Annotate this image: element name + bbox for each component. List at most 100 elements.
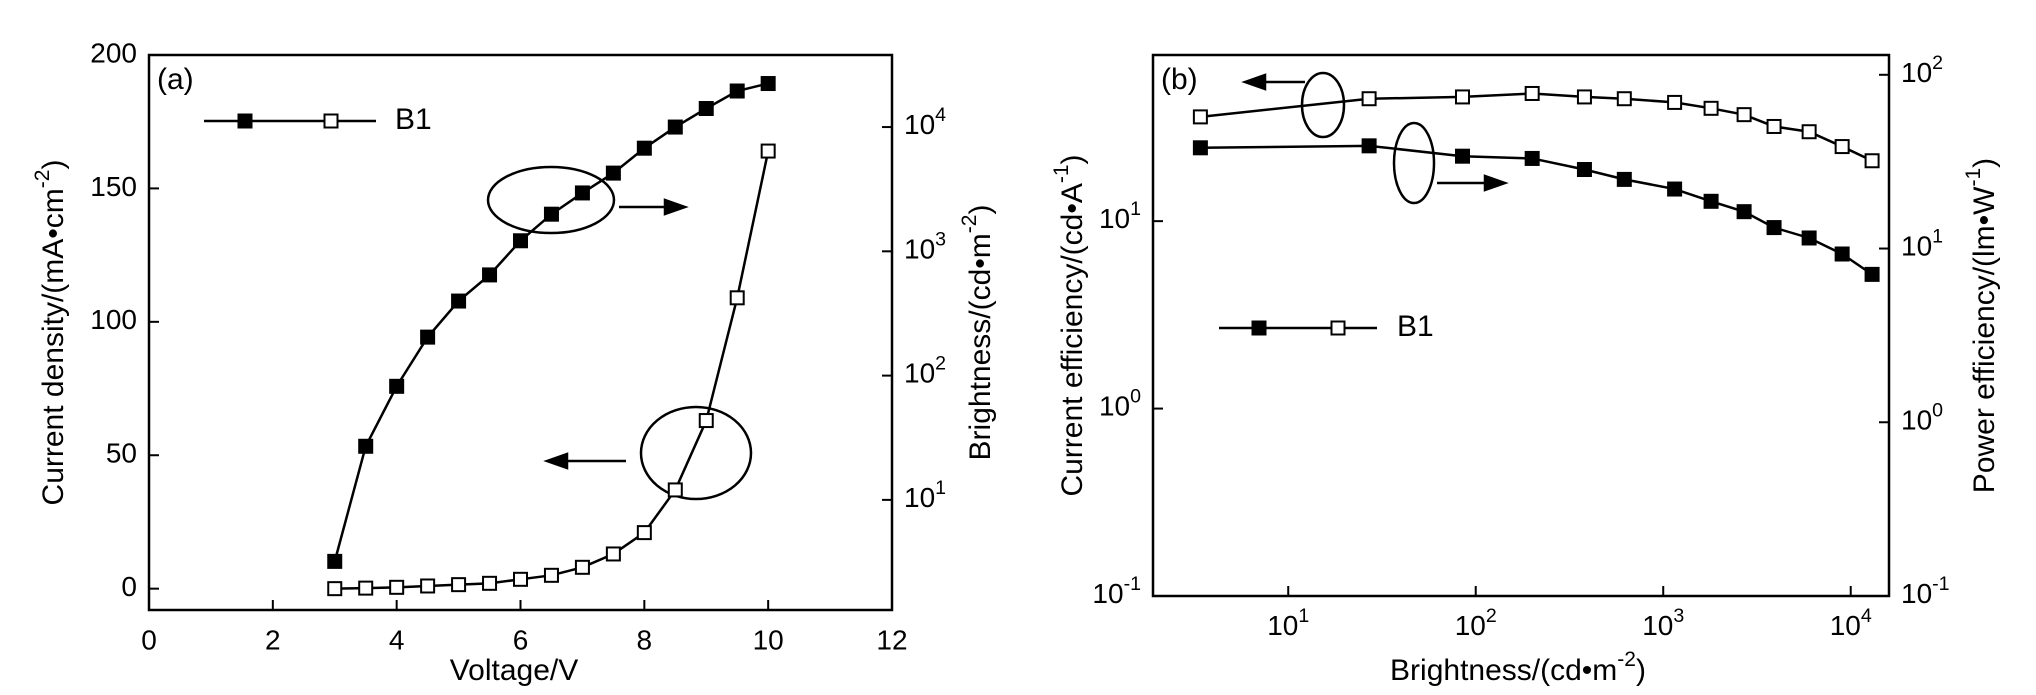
marker <box>667 119 683 135</box>
marker <box>1801 124 1817 140</box>
y2-tick-label-sup: 1 <box>935 477 946 499</box>
x-tick-label-sup: 4 <box>1861 605 1872 627</box>
y2-tick-label-sup: 2 <box>1932 52 1943 74</box>
x-tick-label: 4 <box>389 624 405 655</box>
marker <box>574 185 590 201</box>
ellipse <box>486 165 616 235</box>
x-axis-title: Voltage/V <box>450 654 578 687</box>
x-tick-label: 12 <box>876 624 907 655</box>
legend-label: B1 <box>1397 310 1434 343</box>
marker <box>1361 91 1377 107</box>
marker <box>1576 162 1592 178</box>
marker <box>513 233 528 249</box>
y2-tick-label-sup: 0 <box>1932 399 1943 421</box>
marker <box>1192 109 1208 125</box>
marker <box>389 378 405 394</box>
marker <box>698 101 714 117</box>
x-tick-label: 6 <box>513 624 529 655</box>
y-tick-label: 0 <box>121 571 137 602</box>
x-axis-title: Brightness/(cd•m-2) <box>1390 648 1646 687</box>
y2-tick-label: 102 <box>904 353 946 389</box>
marker <box>1766 220 1782 236</box>
marker <box>543 567 559 583</box>
marker <box>760 76 776 92</box>
y2-tick-label-part: 10 <box>1901 578 1932 609</box>
y2-tick-label-part: 10 <box>1901 57 1932 88</box>
marker <box>358 438 374 454</box>
marker <box>1864 266 1880 282</box>
x-tick-label: 103 <box>1642 605 1684 641</box>
marker <box>420 578 436 594</box>
y-axis-title-sup: -1 <box>1050 164 1073 183</box>
y2-tick-label-sup: -1 <box>1932 573 1949 595</box>
y2-tick-label: 101 <box>1901 226 1943 262</box>
y2-axis-title-part: ) <box>1968 158 2001 168</box>
legend-marker <box>1330 320 1346 336</box>
x-tick-label-part: 10 <box>1455 610 1486 641</box>
plot-frame <box>147 53 894 612</box>
y-axis-title: Current efficiency/(cd•A-1) <box>1050 154 1089 496</box>
x-tick-label: 104 <box>1830 605 1872 641</box>
y-tick-label-part: 10 <box>1099 204 1130 235</box>
y-axis-title-part: Current density/(mA•cm <box>37 188 70 505</box>
marker <box>389 579 405 595</box>
x-tick-label-sup: 2 <box>1486 605 1497 627</box>
arrow-head <box>543 452 569 470</box>
y2-tick-label: 103 <box>904 229 946 265</box>
marker <box>760 143 776 159</box>
ellipse <box>639 405 753 501</box>
y2-tick-label-part: 10 <box>1901 231 1932 262</box>
y-axis-title: Current density/(mA•cm-2) <box>31 160 70 506</box>
y2-tick-label: 101 <box>904 477 946 513</box>
y2-axis-title: Power efficiency/(lm•W-1) <box>1962 158 2001 493</box>
y-tick-label-part: 10 <box>1099 391 1130 422</box>
y2-tick-label-sup: 3 <box>935 229 946 251</box>
marker <box>1524 85 1540 101</box>
y2-axis-title-sup: -1 <box>1962 168 1985 187</box>
y2-tick-label-part: 10 <box>904 234 935 265</box>
marker <box>1864 153 1880 169</box>
marker <box>1667 94 1683 110</box>
x-tick-label: 2 <box>265 624 281 655</box>
y-tick-label: 10-1 <box>1092 573 1141 609</box>
x-tick-label: 8 <box>637 624 653 655</box>
marker <box>358 580 374 596</box>
x-tick-label-sup: 1 <box>1298 605 1309 627</box>
marker <box>729 290 745 306</box>
y-axis-title-part: ) <box>1056 154 1089 164</box>
x-tick-label: 0 <box>141 624 157 655</box>
arrow-head <box>663 198 689 216</box>
panel-label: (b) <box>1161 63 1198 96</box>
y-axis-title-part: ) <box>37 160 70 170</box>
marker <box>482 267 498 283</box>
y-tick-label: 150 <box>90 171 137 202</box>
marker <box>698 413 714 429</box>
marker <box>605 546 621 562</box>
y-tick-label: 101 <box>1099 198 1141 234</box>
marker <box>1576 89 1592 105</box>
x-tick-label-sup: 3 <box>1673 605 1684 627</box>
marker <box>327 581 343 597</box>
y2-tick-label-sup: 2 <box>935 353 946 375</box>
marker <box>1834 139 1850 155</box>
marker <box>327 553 343 569</box>
marker <box>1616 171 1632 187</box>
y2-tick-label: 10-1 <box>1901 573 1950 609</box>
x-tick-label: 101 <box>1267 605 1309 641</box>
y-tick-label-part: 10 <box>1092 578 1123 609</box>
y2-tick-label: 100 <box>1901 399 1943 435</box>
y2-tick-label-part: 10 <box>904 109 935 140</box>
marker <box>574 559 590 575</box>
x-tick-label: 102 <box>1455 605 1497 641</box>
y2-axis-title-part: ) <box>964 205 997 215</box>
marker <box>1616 91 1632 107</box>
y2-axis-title-sup: -2 <box>958 215 981 234</box>
legend-marker <box>1251 320 1267 336</box>
y-tick-label-sup: 0 <box>1130 386 1141 408</box>
y2-tick-label: 102 <box>1901 52 1943 88</box>
marker <box>1834 246 1850 262</box>
y-tick-label-sup: 1 <box>1130 198 1141 220</box>
marker <box>451 293 467 309</box>
x-tick-label: 10 <box>753 624 784 655</box>
